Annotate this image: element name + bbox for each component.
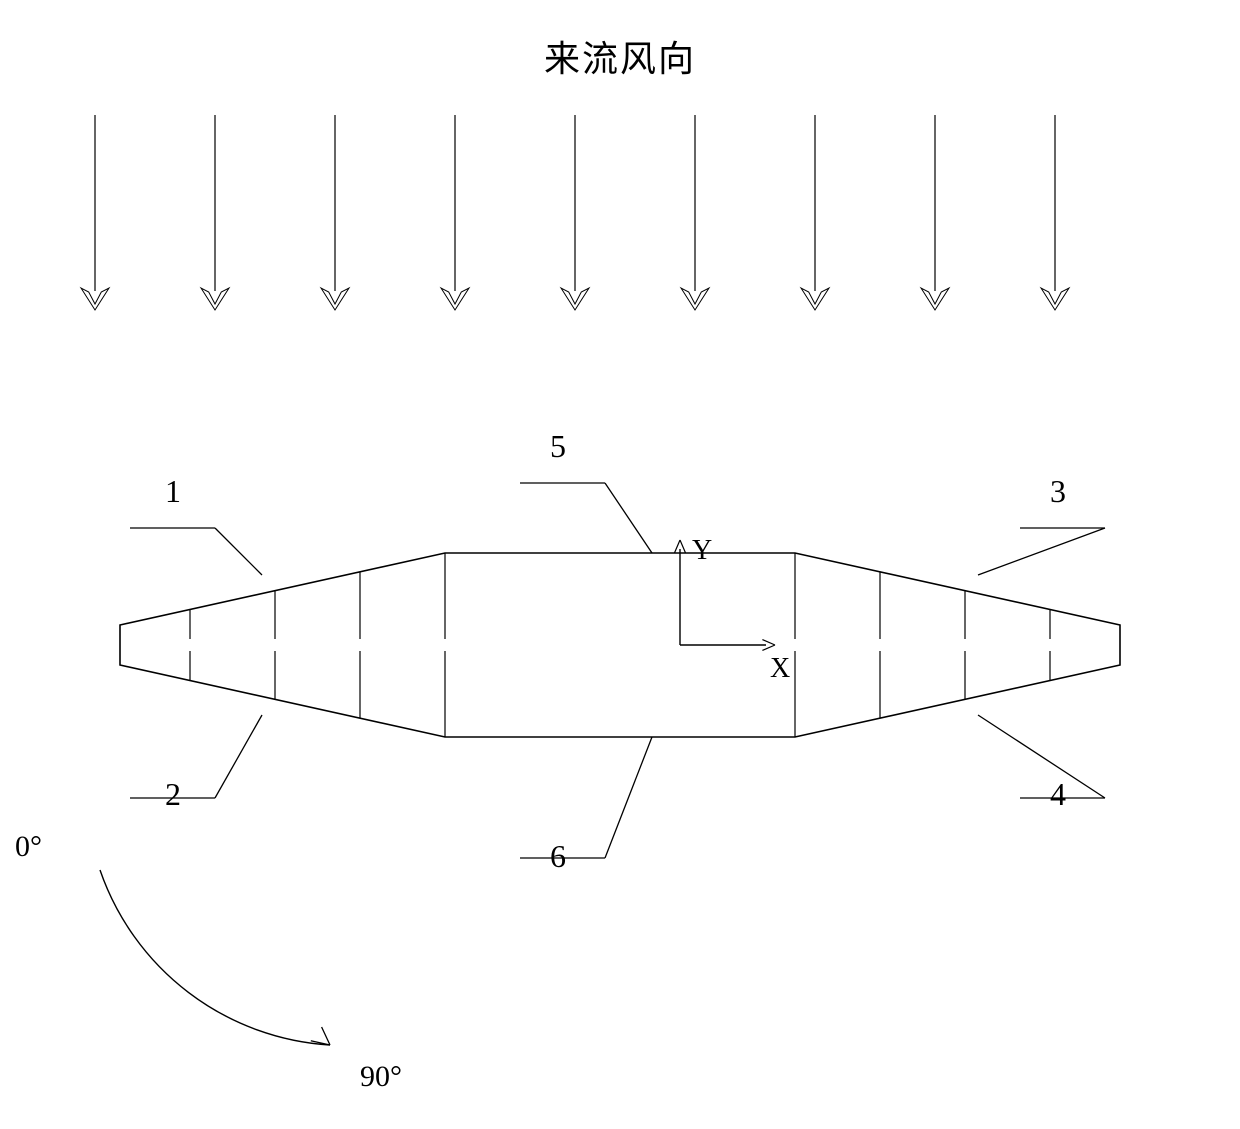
callout-label-6: 6 <box>550 838 566 875</box>
callout-label-2: 2 <box>165 776 181 813</box>
coordinate-axes <box>675 540 775 650</box>
angle-arc <box>100 870 330 1045</box>
callout-label-1: 1 <box>165 473 181 510</box>
callout-label-3: 3 <box>1050 473 1066 510</box>
boat-shape <box>120 553 1120 737</box>
diagram-svg <box>0 0 1240 1129</box>
angle-90-label: 90° <box>360 1060 402 1094</box>
callout-lines <box>130 483 1105 858</box>
y-axis-label: Y <box>692 535 712 567</box>
angle-0-label: 0° <box>15 830 42 864</box>
callout-label-4: 4 <box>1050 776 1066 813</box>
wind-arrows <box>81 115 1069 310</box>
callout-label-5: 5 <box>550 428 566 465</box>
x-axis-label: X <box>770 653 790 685</box>
